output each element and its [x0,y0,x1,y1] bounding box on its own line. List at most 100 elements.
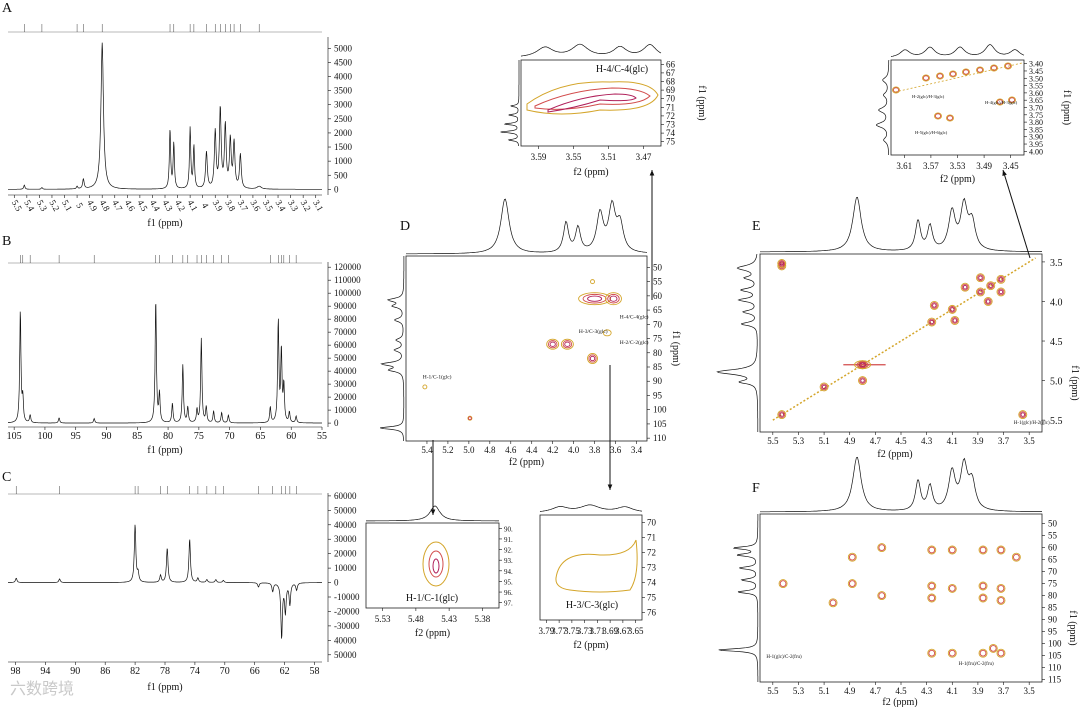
cross-peak [1020,412,1025,417]
cross-peak [983,297,993,306]
panel-D-inset-3: 3.793.773.753.733.713.693.673.65 70 71 72 73… [539,504,657,651]
cross-peak [948,585,956,592]
x-tick-label: 90 [102,431,112,442]
y-axis-title: f1 (ppm) [1069,365,1080,400]
y-tick-label: 94. [504,568,513,576]
cross-peak [929,300,939,310]
cross-peak [948,306,956,313]
x-tick-label: 5.43 [441,614,457,624]
cross-peak [829,599,837,607]
y-tick-label: 3.85 [1029,125,1043,134]
y-tick-label: 60000 [334,491,357,501]
cross-peak [858,376,867,386]
plot-frame [890,59,1025,156]
cross-peak [996,648,1006,658]
x-tick-label: 4.8 [98,198,113,213]
y-tick-label: 74 [647,578,657,588]
y-tick-label: 85 [1048,603,1058,613]
panel-F: 5.5 5.3 5.1 4.9 4.7 4.5 4.3 4.1 3.9 3.7 3.5 50 55 60 6… [718,456,1078,708]
contour [422,541,450,587]
inset-title: H-4/C-4(glc) [596,64,648,75]
annotation: H-2/C-2(glc) [620,339,649,346]
x-axis-title: f1 (ppm) [147,218,182,229]
spectrum-line [8,304,322,424]
x-tick-label: 55 [317,431,327,442]
x-tick-label: 78 [160,666,170,677]
x-tick-label: 62 [280,666,290,677]
cross-peak [778,260,786,267]
top-projection [890,44,1025,57]
y-tick-label: 110 [1048,663,1062,673]
cross-peak [998,289,1004,295]
panel-letter-D: D [400,219,410,234]
cross-peak [990,64,998,72]
contour [526,81,659,115]
y-tick-label: 3.90 [1029,133,1043,142]
cross-peak [979,546,987,554]
cross-peak [976,66,984,74]
cross-peak [878,592,886,599]
cross-peak [1011,552,1021,562]
y-axis-title: f1 (ppm) [670,331,681,366]
cross-peak [547,340,558,349]
x-tick-label: 4.1 [947,686,958,696]
y-tick-label: 1500 [334,142,353,152]
cross-peak [961,283,969,291]
arrow-head [649,170,655,176]
cross-peak [978,648,988,658]
annotation: H-1(glc)/H-2(glc) [1014,421,1050,426]
y-tick-label: 70 [1048,567,1058,577]
cross-peak [979,582,987,590]
x-tick-label: 5.3 [35,198,50,213]
y-tick-label: 75 [653,334,663,344]
cross-peak [978,581,988,591]
cross-peak [588,354,597,363]
y-tick-label: 4500 [334,57,353,67]
cross-peak [1018,410,1028,420]
cross-peak [546,338,560,350]
x-tick-label: 94 [40,666,50,677]
x-axis-title: f2 (ppm) [877,449,912,460]
x-tick-label: 3.77 [551,626,567,636]
x-tick-label: 4.9 [844,686,856,696]
x-axis-title: f1 (ppm) [147,445,182,456]
y-tick-label: 60000 [334,340,357,350]
y-tick-label: 105 [1048,651,1062,661]
y-tick-label: 0 [334,184,339,194]
cross-peak [997,99,1003,105]
cross-peak [860,378,865,383]
x-tick-label: 3.55 [566,152,582,162]
x-axis-title: f1 (ppm) [147,682,182,693]
x-tick-label: 5.0 [463,445,475,455]
y-tick-label: 65 [1048,555,1058,565]
inset-title: H-1/C-1(glc) [406,593,458,604]
cross-peak [996,583,1006,593]
cross-peak [997,585,1005,592]
y-tick-label: 10000 [334,563,357,573]
plot-frame [405,255,648,442]
cross-peak [779,580,787,587]
cross-peak [985,299,991,304]
panel-D-inset-2: 5.53 5.48 5.43 5.38 90. 91. 92. 93. 94. 95. 96. 97.… [365,505,513,639]
y-tick-label: 75 [647,593,657,603]
cross-peak [923,75,929,81]
x-tick-label: 85 [132,431,142,442]
x-tick-label: 3.1 [311,198,325,213]
x-tick-label: 3.79 [539,626,555,636]
y-tick-label: 72 [666,111,675,121]
cross-peak [950,316,960,325]
cross-peak [892,86,900,94]
x-axis-title: f2 (ppm) [415,628,450,639]
cross-peak [602,329,612,337]
x-tick-label: 80 [163,431,173,442]
y-tick-label: 4000 [334,72,353,82]
cross-peak [927,545,937,555]
x-tick-label: 4.4 [148,198,163,213]
cross-peak [987,282,995,289]
y-tick-label: 50 [1048,519,1058,529]
plot-frame [520,59,662,147]
x-tick-label: 4.9 [85,198,100,213]
x-tick-label: 66 [250,666,260,677]
y-tick-label: 73 [647,563,657,573]
x-axis-title: f2 (ppm) [882,697,917,707]
